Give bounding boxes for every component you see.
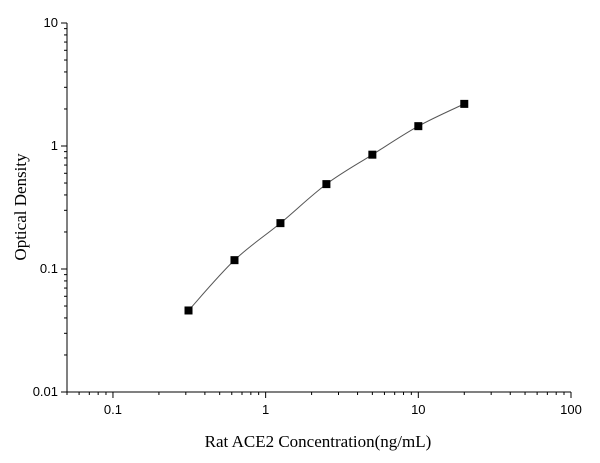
x-tick-label: 1	[262, 402, 269, 417]
y-tick-label: 1	[51, 138, 58, 153]
y-tick-label: 0.01	[33, 384, 58, 399]
x-tick-label: 100	[560, 402, 582, 417]
data-points	[184, 99, 469, 315]
data-point-marker	[414, 122, 423, 131]
data-point-marker	[368, 150, 377, 159]
data-point-marker	[184, 306, 193, 315]
data-point-marker	[230, 256, 239, 265]
fit-curve-group	[188, 103, 465, 311]
x-tick-label: 0.1	[104, 402, 122, 417]
data-point-marker	[460, 99, 469, 108]
y-axis-title: Optical Density	[11, 153, 30, 261]
x-axis-title: Rat ACE2 Concentration(ng/mL)	[205, 432, 432, 451]
chart-ticks: 0.1 1 10 100 0.01 0.1 1 10	[33, 15, 582, 417]
data-point-marker	[276, 219, 285, 228]
x-tick-label: 10	[411, 402, 425, 417]
data-point-marker	[322, 180, 331, 189]
y-tick-label: 10	[44, 15, 58, 30]
fit-curve	[188, 103, 465, 311]
y-tick-label: 0.1	[40, 261, 58, 276]
chart-axes	[66, 23, 571, 393]
